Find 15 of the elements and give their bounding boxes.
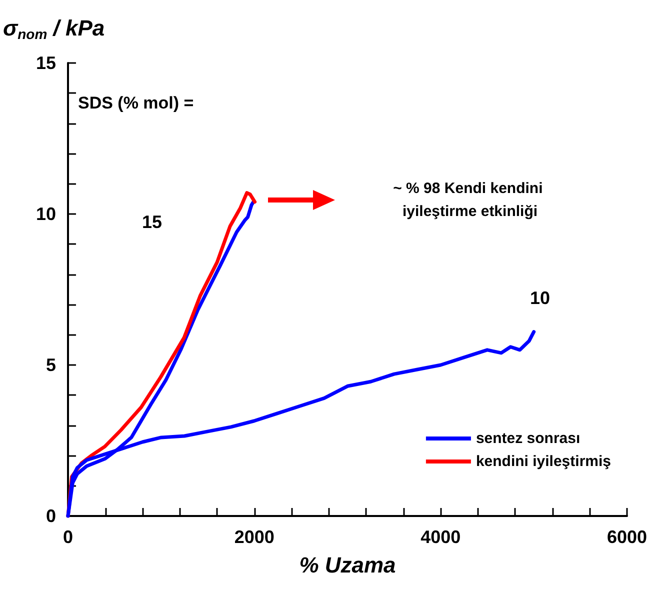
x-axis-title: % Uzama bbox=[299, 552, 396, 578]
annotation: 10 bbox=[530, 288, 550, 308]
x-tick-label: 6000 bbox=[606, 527, 648, 547]
annotation: 15 bbox=[142, 212, 162, 232]
legend-label: kendini iyileştirmiş bbox=[476, 453, 612, 470]
annotation: SDS (% mol) = bbox=[78, 94, 194, 112]
y-tick-label: 15 bbox=[36, 53, 56, 73]
x-tick-label: 4000 bbox=[420, 527, 461, 547]
y-tick-label: 10 bbox=[36, 204, 56, 224]
annotation: ~ % 98 Kendi kendini iyileştirme etkinliği bbox=[393, 180, 547, 220]
x-tick-label: 2000 bbox=[234, 527, 274, 547]
y-tick-label: 5 bbox=[46, 355, 56, 375]
legend-label: sentez sonrası bbox=[476, 430, 580, 447]
x-tick-label: 0 bbox=[62, 527, 74, 547]
y-tick-label: 0 bbox=[46, 506, 56, 526]
